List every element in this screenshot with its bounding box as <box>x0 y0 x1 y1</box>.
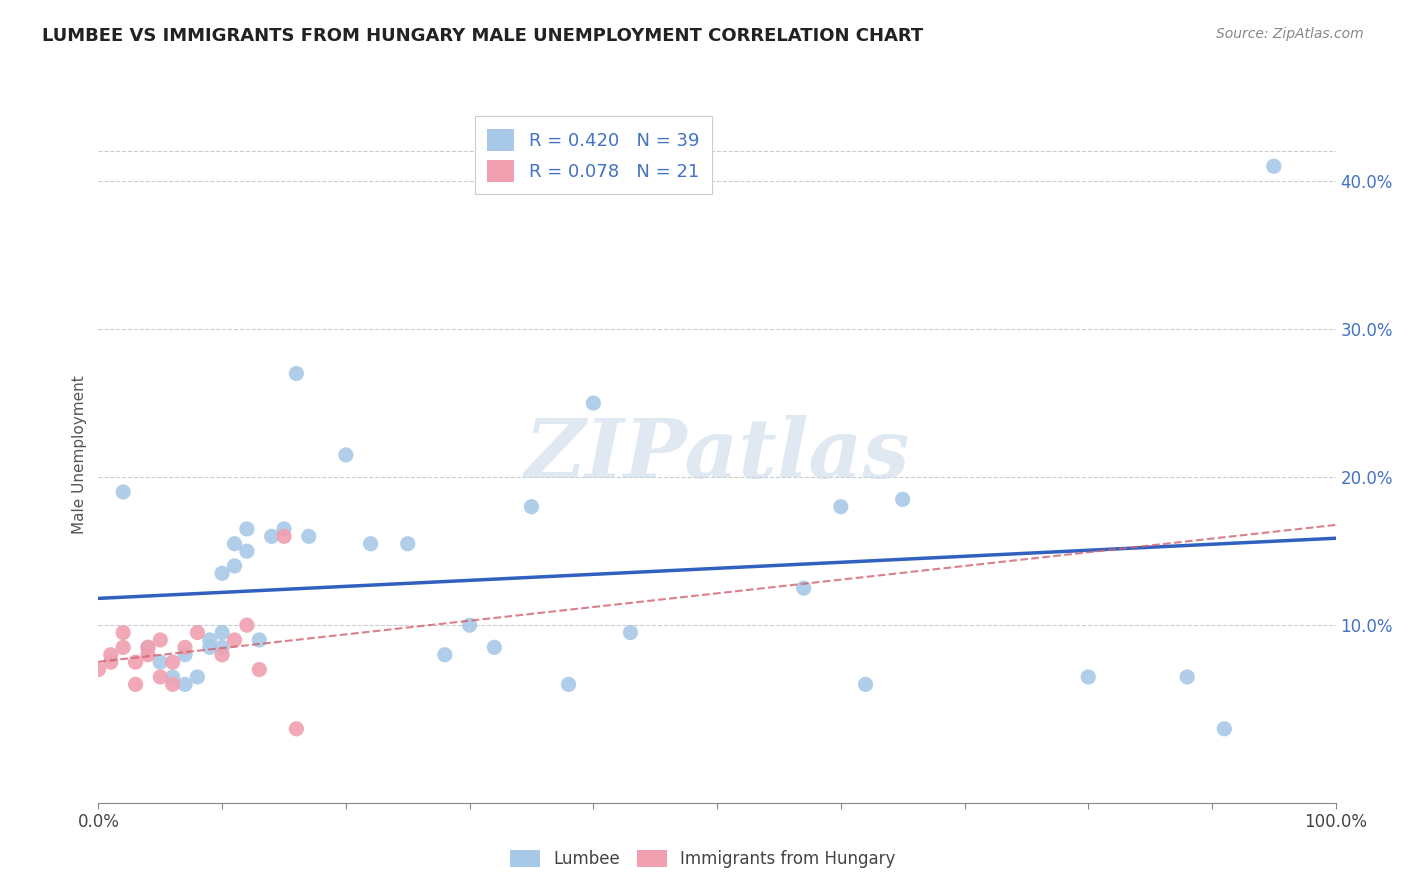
Point <box>149 670 172 684</box>
Point <box>247 663 270 677</box>
Point <box>619 625 641 640</box>
Point <box>433 648 456 662</box>
Point <box>273 522 295 536</box>
Point <box>557 677 579 691</box>
Point <box>112 484 135 499</box>
Point <box>247 632 270 647</box>
Point <box>124 655 146 669</box>
Point <box>162 655 184 669</box>
Point <box>236 618 259 632</box>
Point <box>149 655 172 669</box>
Point <box>335 448 357 462</box>
Point <box>100 648 122 662</box>
Text: Source: ZipAtlas.com: Source: ZipAtlas.com <box>1216 27 1364 41</box>
Point <box>1077 670 1099 684</box>
Point <box>112 640 135 655</box>
Point <box>236 544 259 558</box>
Point <box>360 537 382 551</box>
Point <box>285 722 308 736</box>
Point <box>174 677 197 691</box>
Point <box>149 632 172 647</box>
Legend: Lumbee, Immigrants from Hungary: Lumbee, Immigrants from Hungary <box>503 843 903 875</box>
Point <box>211 566 233 581</box>
Point <box>484 640 506 655</box>
Point <box>458 618 481 632</box>
Point <box>136 640 159 655</box>
Text: LUMBEE VS IMMIGRANTS FROM HUNGARY MALE UNEMPLOYMENT CORRELATION CHART: LUMBEE VS IMMIGRANTS FROM HUNGARY MALE U… <box>42 27 924 45</box>
Point <box>224 558 246 573</box>
Text: ZIPatlas: ZIPatlas <box>524 415 910 495</box>
Point <box>87 663 110 677</box>
Point <box>396 537 419 551</box>
Point <box>520 500 543 514</box>
Point <box>224 537 246 551</box>
Point <box>211 625 233 640</box>
Point <box>236 522 259 536</box>
Point <box>855 677 877 691</box>
Point <box>224 632 246 647</box>
Point <box>198 640 221 655</box>
Point <box>174 640 197 655</box>
Point <box>793 581 815 595</box>
Point <box>1263 159 1285 173</box>
Point <box>1175 670 1198 684</box>
Point <box>100 655 122 669</box>
Legend: R = 0.420   N = 39, R = 0.078   N = 21: R = 0.420 N = 39, R = 0.078 N = 21 <box>475 116 711 194</box>
Y-axis label: Male Unemployment: Male Unemployment <box>72 376 87 534</box>
Point <box>830 500 852 514</box>
Point <box>136 648 159 662</box>
Point <box>162 670 184 684</box>
Point <box>1213 722 1236 736</box>
Point <box>186 670 208 684</box>
Point <box>298 529 321 543</box>
Point <box>582 396 605 410</box>
Point <box>198 632 221 647</box>
Point <box>136 640 159 655</box>
Point <box>285 367 308 381</box>
Point <box>162 677 184 691</box>
Point <box>211 648 233 662</box>
Point <box>124 677 146 691</box>
Point <box>260 529 283 543</box>
Point <box>273 529 295 543</box>
Point <box>112 625 135 640</box>
Point <box>186 625 208 640</box>
Point <box>891 492 914 507</box>
Point <box>174 648 197 662</box>
Point <box>211 640 233 655</box>
